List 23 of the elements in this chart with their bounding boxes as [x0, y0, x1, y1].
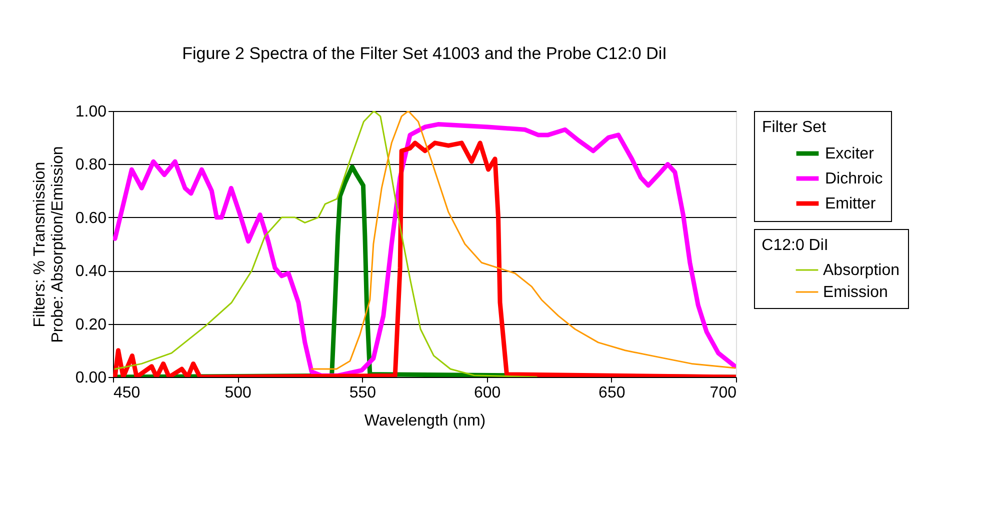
x-tick-label: 650	[598, 384, 626, 402]
y-tick-label: 0.40	[75, 263, 107, 280]
legend-label: Dichroic	[825, 170, 883, 188]
x-tick-label: 600	[474, 384, 501, 402]
legend-label: Exciter	[825, 146, 875, 162]
y-axis-title: Filters: % Transmission Probe: Absorption/Emission	[31, 146, 66, 343]
legend-label: Emission	[823, 284, 888, 301]
x-tick-label: 500	[224, 384, 252, 402]
line-series	[310, 111, 736, 370]
text: C12:0 DiI	[762, 237, 828, 254]
legend-label: Absorption	[823, 262, 900, 279]
x-axis-title: Wavelength (nm)	[364, 412, 486, 430]
legend-label: Emitter	[825, 196, 876, 212]
text: Filter Set	[762, 119, 826, 136]
x-tick-label: 700	[710, 384, 737, 402]
y-tick-label: 0.00	[75, 370, 107, 386]
y-tick-label: 0.80	[75, 156, 107, 174]
chart-title: Figure 2 Spectra of the Filter Set 41003 and the Probe C12:0 DiI	[182, 44, 667, 63]
x-tick-label: 450	[114, 384, 140, 402]
y-tick-label: 1.00	[75, 104, 107, 120]
x-tick-label: 550	[349, 384, 376, 402]
y-tick-label: 0.20	[75, 316, 107, 334]
y-tick-label: 0.60	[75, 210, 107, 227]
